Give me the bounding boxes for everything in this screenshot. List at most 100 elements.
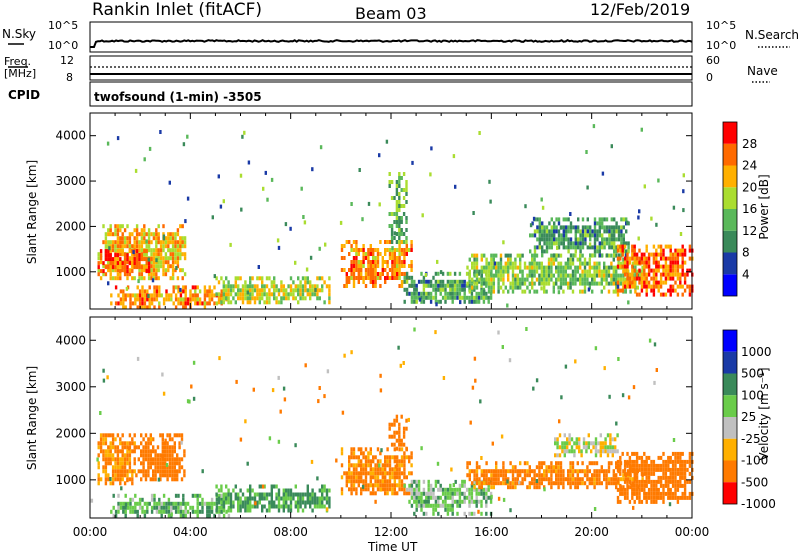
power-cell bbox=[415, 295, 418, 300]
power-cell bbox=[143, 268, 146, 273]
velocity-cell bbox=[104, 461, 108, 466]
velocity-cell bbox=[559, 477, 563, 482]
power-cell bbox=[384, 252, 387, 256]
power-cell bbox=[97, 265, 100, 270]
power-cell bbox=[145, 244, 148, 249]
velocity-cell bbox=[514, 465, 517, 470]
power-cell bbox=[362, 264, 365, 268]
velocity-cell bbox=[592, 445, 595, 450]
velocity-cell bbox=[173, 445, 176, 450]
power-cell bbox=[669, 276, 672, 281]
power-cell bbox=[574, 253, 577, 258]
velocity-cell bbox=[429, 491, 433, 496]
velocity-cell bbox=[483, 469, 486, 474]
power-cell bbox=[622, 233, 625, 238]
power-cell bbox=[581, 269, 584, 274]
velocity-cell bbox=[360, 463, 363, 468]
velocity-cell bbox=[116, 461, 120, 466]
power-cell bbox=[435, 302, 438, 307]
power-cell bbox=[449, 287, 452, 292]
power-cell bbox=[650, 288, 653, 293]
velocity-cell bbox=[574, 485, 577, 490]
power-cell bbox=[109, 261, 112, 266]
velocity-cell bbox=[102, 457, 105, 462]
power-cell bbox=[679, 284, 682, 289]
power-cell bbox=[155, 258, 158, 263]
velocity-cell bbox=[405, 455, 408, 460]
velocity-cell bbox=[674, 475, 677, 480]
nsky-tick-bottom: 10^0 bbox=[48, 39, 78, 52]
velocity-cell bbox=[237, 500, 240, 505]
power-cell bbox=[403, 287, 406, 292]
power-cell bbox=[625, 241, 628, 246]
velocity-cell bbox=[376, 487, 380, 492]
power-cell bbox=[607, 289, 611, 294]
power-cell bbox=[217, 296, 221, 301]
power-cell bbox=[143, 224, 146, 229]
power-cell bbox=[650, 276, 653, 281]
power-cell bbox=[478, 277, 481, 282]
power-cell bbox=[162, 244, 165, 249]
power-cell bbox=[376, 276, 380, 280]
power-cell bbox=[526, 265, 529, 270]
velocity-cell bbox=[99, 441, 103, 446]
power-cell bbox=[477, 271, 481, 276]
velocity-cell bbox=[681, 475, 684, 480]
power-cell bbox=[613, 225, 616, 230]
power-cell bbox=[581, 289, 584, 294]
velocity-cell bbox=[367, 451, 370, 456]
power-cell bbox=[258, 288, 261, 293]
power-cell bbox=[277, 292, 281, 297]
power-cell bbox=[605, 269, 608, 274]
power-cell bbox=[617, 253, 621, 258]
power-cell bbox=[179, 301, 183, 306]
velocity-cell bbox=[121, 433, 124, 438]
velocity-cell bbox=[170, 509, 173, 514]
power-cell bbox=[461, 283, 464, 288]
power-cell bbox=[240, 207, 243, 212]
power-cell bbox=[511, 289, 515, 294]
power-cell bbox=[507, 253, 510, 258]
velocity-cell bbox=[372, 487, 375, 492]
power-cell bbox=[557, 237, 561, 242]
power-cell bbox=[408, 264, 411, 268]
power-cell bbox=[511, 269, 515, 274]
velocity-cell bbox=[176, 469, 179, 474]
velocity-cell bbox=[586, 473, 589, 478]
velocity-cell bbox=[437, 479, 440, 484]
velocity-cell bbox=[528, 465, 531, 470]
power-cell bbox=[316, 292, 319, 297]
power-cell bbox=[640, 288, 644, 293]
power-cell bbox=[213, 274, 216, 279]
velocity-cell bbox=[475, 461, 479, 466]
power-cell bbox=[664, 260, 668, 265]
velocity-cell bbox=[208, 501, 211, 506]
power-cell bbox=[109, 232, 112, 237]
power-cell bbox=[102, 261, 105, 266]
velocity-cell bbox=[182, 509, 185, 514]
power-cell bbox=[386, 276, 389, 280]
power-cell bbox=[162, 268, 165, 273]
power-cell bbox=[645, 248, 648, 253]
power-cell bbox=[169, 256, 172, 261]
velocity-cell bbox=[562, 477, 565, 482]
velocity-cell bbox=[318, 496, 321, 501]
power-cell bbox=[480, 257, 483, 262]
velocity-cell bbox=[102, 469, 105, 474]
power-cell bbox=[210, 293, 214, 298]
velocity-cell bbox=[603, 469, 606, 474]
power-cell bbox=[483, 265, 486, 270]
power-cell bbox=[311, 167, 314, 172]
velocity-cell bbox=[372, 467, 375, 472]
power-cell bbox=[623, 268, 627, 273]
velocity-cell bbox=[318, 488, 321, 493]
velocity-cell bbox=[662, 491, 665, 496]
velocity-cell bbox=[671, 479, 675, 484]
power-cell bbox=[152, 232, 156, 237]
power-cell bbox=[167, 293, 171, 298]
power-cell bbox=[679, 232, 683, 236]
power-cell bbox=[360, 272, 363, 276]
velocity-cell bbox=[576, 461, 579, 466]
velocity-cell bbox=[674, 463, 677, 468]
velocity-cell bbox=[184, 501, 187, 506]
